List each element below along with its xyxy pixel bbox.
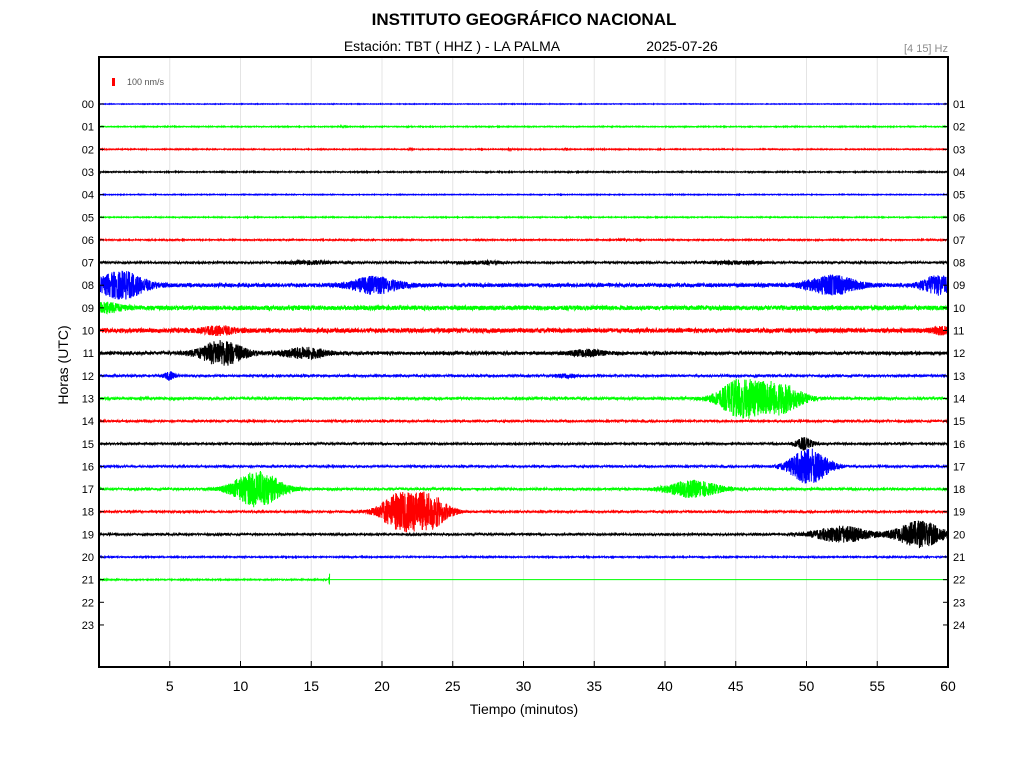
station-label: Estación: TBT ( HHZ ) - LA PALMA (344, 38, 561, 54)
right-hour-label: 02 (953, 122, 965, 134)
x-tick-label: 40 (657, 678, 673, 694)
right-hour-label: 18 (953, 484, 965, 496)
trace-hour-11 (98, 340, 949, 366)
trace-hour-02 (98, 146, 949, 152)
right-hour-label: 12 (953, 348, 965, 360)
left-hour-label: 08 (82, 280, 94, 292)
right-hour-label: 03 (953, 144, 965, 156)
trace-hour-14 (98, 418, 949, 424)
left-hour-label: 13 (82, 393, 94, 405)
left-hour-label: 21 (82, 575, 94, 587)
trace-hour-08 (98, 270, 949, 300)
left-hour-label: 11 (83, 348, 94, 360)
right-hour-label: 16 (953, 439, 965, 451)
left-hour-label: 03 (82, 167, 94, 179)
right-hour-label: 13 (953, 371, 965, 383)
trace-hour-18 (98, 491, 949, 533)
trace-hour-10 (98, 325, 949, 337)
x-tick-label: 15 (303, 678, 319, 694)
grid-lines (169, 57, 878, 667)
x-tick-label: 30 (516, 678, 532, 694)
x-tick-label: 25 (445, 678, 461, 694)
left-hour-label: 06 (82, 235, 94, 247)
left-hour-label: 19 (82, 529, 94, 541)
x-axis-ticks: 5 10 15 20 25 30 35 40 45 50 55 60 (166, 661, 956, 694)
x-tick-label: 20 (374, 678, 390, 694)
right-hour-label: 06 (953, 212, 965, 224)
left-hour-label: 12 (82, 371, 94, 383)
right-hour-label: 17 (953, 461, 965, 473)
right-hour-label: 05 (953, 190, 965, 202)
left-hour-label: 14 (82, 416, 94, 428)
right-hour-label: 20 (953, 529, 965, 541)
trace-hour-07 (98, 258, 949, 267)
x-tick-label: 35 (586, 678, 602, 694)
right-hour-label: 24 (953, 620, 965, 632)
right-hour-label: 01 (953, 99, 965, 111)
left-hour-labels: 00 01 02 03 04 05 06 07 08 09 10 11 12 13 14 15 16 17 18 19… (82, 99, 104, 632)
right-hour-label: 04 (953, 167, 965, 179)
right-hour-label: 09 (953, 280, 965, 292)
left-hour-label: 04 (82, 190, 94, 202)
trace-hour-09 (98, 301, 949, 315)
trace-hour-12 (98, 371, 949, 381)
trace-hour-15 (98, 437, 949, 452)
trace-hour-06 (98, 237, 949, 243)
trace-hour-17 (98, 471, 949, 508)
chart-title: INSTITUTO GEOGRÁFICO NACIONAL (372, 10, 677, 29)
trace-hour-13 (98, 379, 949, 419)
trace-hour-01 (98, 123, 949, 129)
seismic-traces (98, 102, 949, 585)
right-hour-label: 14 (953, 393, 965, 405)
left-hour-label: 16 (82, 461, 94, 473)
left-hour-label: 15 (82, 439, 94, 451)
x-tick-label: 5 (166, 678, 174, 694)
right-hour-label: 23 (953, 597, 965, 609)
filter-label: [4 15] Hz (904, 43, 948, 55)
date-label: 2025-07-26 (646, 38, 718, 54)
right-hour-label: 15 (953, 416, 965, 428)
right-hour-label: 22 (953, 575, 965, 587)
trace-hour-05 (98, 214, 949, 220)
x-tick-label: 55 (869, 678, 885, 694)
scale-label: 100 nm/s (127, 77, 165, 87)
scale-bar (112, 78, 115, 86)
x-tick-label: 60 (940, 678, 956, 694)
trace-hour-19 (98, 520, 949, 549)
right-hour-label: 21 (953, 552, 965, 564)
right-hour-label: 10 (953, 303, 965, 315)
left-hour-label: 07 (82, 258, 94, 270)
trace-hour-20 (98, 554, 949, 560)
left-hour-label: 18 (82, 507, 94, 519)
right-hour-label: 07 (953, 235, 965, 247)
trace-hour-16 (98, 448, 949, 484)
right-hour-label: 11 (953, 326, 964, 338)
trace-hour-04 (98, 192, 948, 197)
x-axis-label: Tiempo (minutos) (470, 701, 578, 717)
trace-hour-00 (98, 102, 949, 106)
left-hour-label: 05 (82, 212, 94, 224)
right-hour-labels: 01 02 03 04 05 06 07 08 09 10 11 12 13 14 15 16 17 18 19 20… (943, 99, 965, 632)
trace-hour-21 (98, 573, 331, 585)
right-hour-label: 08 (953, 258, 965, 270)
left-hour-label: 22 (82, 597, 94, 609)
left-hour-label: 02 (82, 144, 94, 156)
left-hour-label: 20 (82, 552, 94, 564)
left-hour-label: 00 (82, 99, 94, 111)
y-axis-label: Horas (UTC) (55, 325, 71, 404)
x-tick-label: 50 (799, 678, 815, 694)
left-hour-label: 01 (82, 122, 94, 134)
left-hour-label: 23 (82, 620, 94, 632)
left-hour-label: 09 (82, 303, 94, 315)
trace-hour-03 (98, 169, 949, 175)
x-tick-label: 45 (728, 678, 744, 694)
left-hour-label: 17 (82, 484, 94, 496)
right-hour-label: 19 (953, 507, 965, 519)
left-hour-label: 10 (82, 326, 94, 338)
x-tick-label: 10 (233, 678, 249, 694)
